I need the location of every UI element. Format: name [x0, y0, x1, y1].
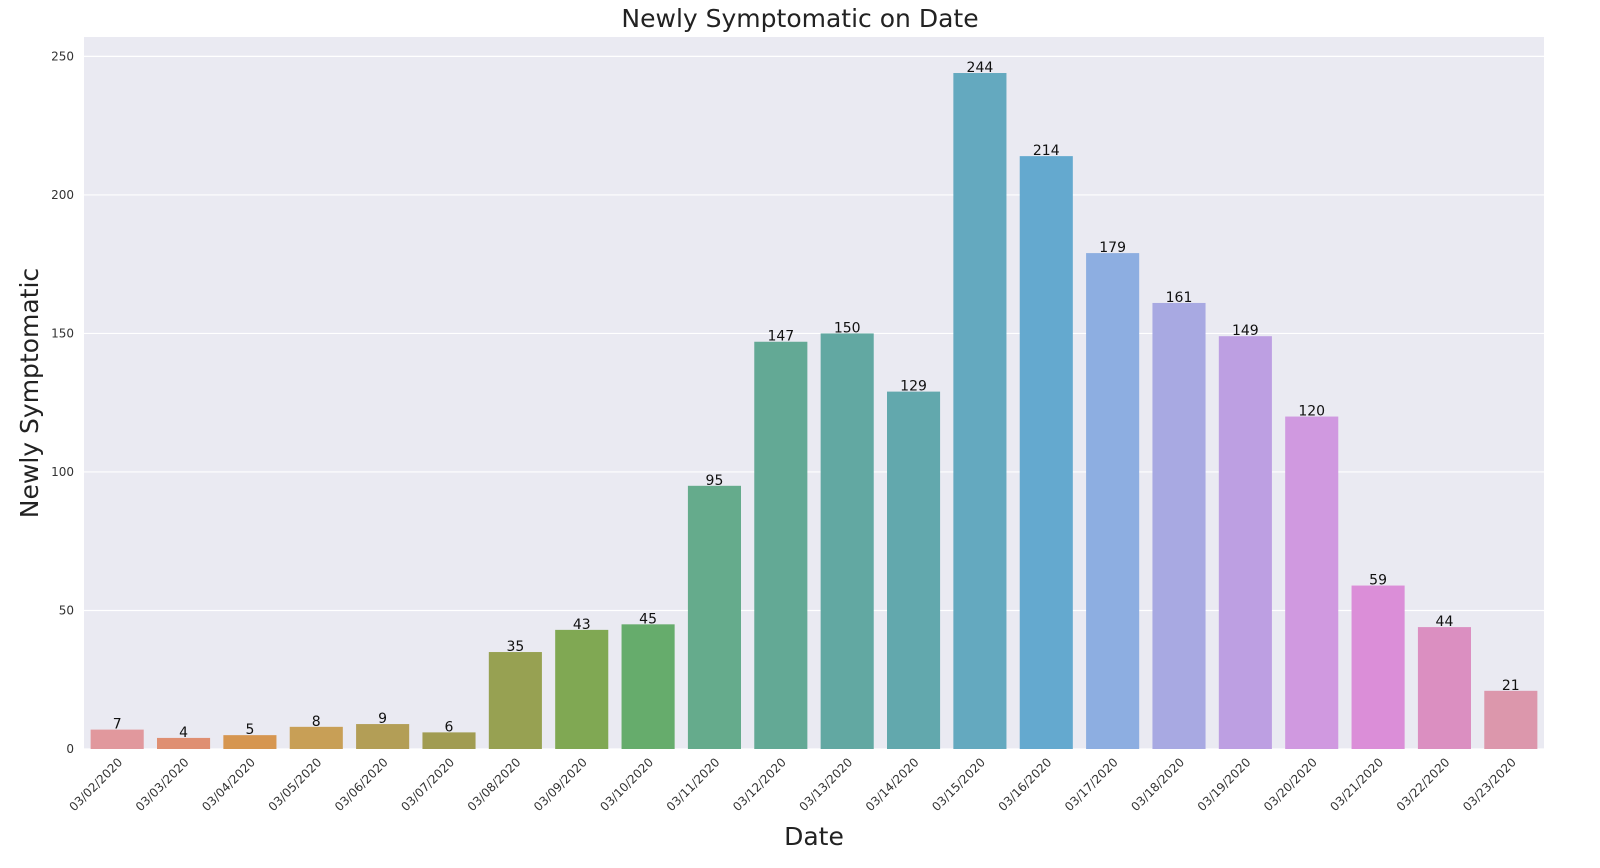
- y-tick-label: 100: [51, 465, 74, 479]
- bar: [1152, 302, 1206, 749]
- x-tick-label: 03/14/2020: [863, 755, 922, 814]
- data-label: 150: [834, 320, 861, 336]
- x-tick-label: 03/11/2020: [664, 755, 723, 814]
- x-tick-label: 03/15/2020: [929, 755, 988, 814]
- x-tick-label: 03/21/2020: [1327, 755, 1386, 814]
- bar: [1218, 336, 1272, 749]
- y-tick-label: 0: [66, 742, 74, 756]
- y-axis-title: Newly Symptomatic: [15, 268, 44, 518]
- x-axis-title: Date: [784, 822, 844, 851]
- data-label: 4: [179, 725, 188, 741]
- y-tick-label: 250: [51, 49, 74, 63]
- y-tick-label: 50: [59, 603, 74, 617]
- x-tick-label: 03/20/2020: [1261, 755, 1320, 814]
- data-label: 120: [1298, 404, 1325, 420]
- x-tick-label: 03/02/2020: [66, 755, 125, 814]
- data-label: 44: [1436, 614, 1454, 630]
- bars: [90, 73, 1538, 749]
- bar: [754, 341, 808, 749]
- y-tick-label: 200: [51, 188, 74, 202]
- x-tick-label: 03/10/2020: [597, 755, 656, 814]
- x-tick-label: 03/08/2020: [465, 755, 524, 814]
- x-tick-label: 03/17/2020: [1062, 755, 1121, 814]
- bar: [422, 732, 476, 749]
- bar: [1086, 253, 1140, 749]
- y-axis-ticks: 0 50 100 150 200 250: [51, 49, 74, 756]
- bar: [289, 726, 343, 749]
- x-tick-label: 03/22/2020: [1394, 755, 1453, 814]
- data-label: 8: [312, 714, 321, 730]
- x-tick-label: 03/04/2020: [199, 755, 258, 814]
- bar: [1285, 416, 1339, 749]
- x-tick-label: 03/18/2020: [1128, 755, 1187, 814]
- data-label: 147: [767, 329, 794, 345]
- bar: [555, 629, 609, 749]
- x-tick-label: 03/23/2020: [1460, 755, 1519, 814]
- x-tick-label: 03/16/2020: [996, 755, 1055, 814]
- bar: [687, 485, 741, 749]
- data-label: 59: [1369, 573, 1387, 589]
- data-label: 95: [706, 473, 724, 489]
- data-label: 214: [1033, 143, 1060, 159]
- x-tick-label: 03/06/2020: [332, 755, 391, 814]
- bar: [953, 73, 1007, 749]
- data-label: 161: [1166, 290, 1193, 306]
- data-label: 35: [506, 639, 524, 655]
- data-label: 5: [245, 722, 254, 738]
- x-tick-label: 03/09/2020: [531, 755, 590, 814]
- bar: [887, 391, 941, 749]
- data-label: 244: [967, 60, 994, 76]
- x-tick-label: 03/03/2020: [133, 755, 192, 814]
- x-tick-label: 03/07/2020: [398, 755, 457, 814]
- bar: [621, 624, 675, 749]
- bar: [356, 724, 410, 749]
- data-label: 7: [113, 717, 122, 733]
- bar: [157, 737, 211, 749]
- bar: [1351, 585, 1405, 749]
- bar: [1417, 627, 1471, 749]
- data-label: 149: [1232, 323, 1259, 339]
- x-axis-ticks: 03/02/2020 03/03/2020 03/04/2020 03/05/2020…: [66, 755, 1518, 814]
- chart-title: Newly Symptomatic on Date: [621, 4, 979, 33]
- data-label: 129: [900, 379, 927, 395]
- x-tick-label: 03/12/2020: [730, 755, 789, 814]
- bar: [488, 652, 542, 749]
- data-label: 9: [378, 711, 387, 727]
- bar: [1019, 156, 1073, 749]
- bar: [1484, 690, 1538, 749]
- data-label: 45: [639, 611, 657, 627]
- data-label: 6: [445, 719, 454, 735]
- bar: [90, 729, 144, 749]
- data-label: 21: [1502, 678, 1520, 694]
- bar: [820, 333, 874, 749]
- x-tick-label: 03/13/2020: [796, 755, 855, 814]
- data-label: 179: [1099, 240, 1126, 256]
- data-label: 43: [573, 617, 591, 633]
- x-tick-label: 03/05/2020: [266, 755, 325, 814]
- y-tick-label: 150: [51, 326, 74, 340]
- bar: [223, 735, 277, 749]
- x-tick-label: 03/19/2020: [1195, 755, 1254, 814]
